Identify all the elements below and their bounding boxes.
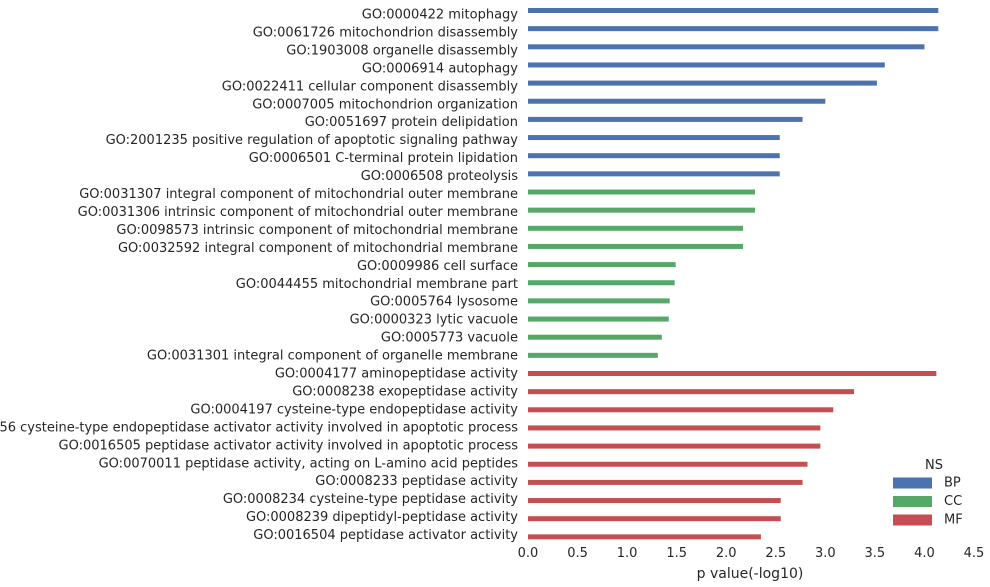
category-label: GO:0008656 cysteine-type endopeptidase a… [0, 420, 518, 435]
bar-mf [528, 534, 761, 540]
category-label: GO:0032592 integral component of mitocho… [118, 241, 518, 256]
bar-bp [528, 62, 885, 68]
x-axis-title: p value(-log10) [697, 566, 804, 582]
x-tick-label: 0.0 [518, 546, 539, 561]
category-label: GO:0051697 protein delipidation [305, 115, 518, 130]
x-tick-label: 1.0 [617, 546, 638, 561]
x-tick-label: 3.5 [865, 546, 886, 561]
bar-cc [528, 243, 744, 249]
bar-bp [528, 80, 877, 86]
x-tick-label: 4.0 [914, 546, 935, 561]
category-label: GO:0005773 vacuole [381, 331, 518, 346]
legend-title: NS [925, 458, 943, 473]
x-tick-label: 0.5 [567, 546, 588, 561]
legend-swatch-mf [893, 514, 932, 526]
legend: NS BP CC MF [893, 458, 963, 528]
category-label: GO:0070011 peptidase activity, acting on… [99, 456, 519, 471]
category-label: GO:0004197 cysteine-type endopeptidase a… [190, 402, 518, 417]
bar-mf [528, 498, 781, 504]
bar-cc [528, 262, 676, 268]
category-label: GO:0031301 integral component of organel… [147, 349, 518, 364]
legend-label: MF [944, 513, 963, 528]
bar-mf [528, 407, 834, 413]
bar-bp [528, 135, 780, 141]
bar-bp [528, 44, 925, 50]
bar-mf [528, 443, 821, 449]
x-tick-label: 4.5 [964, 546, 985, 561]
x-axis: 0.0 0.5 1.0 1.5 2.0 2.5 3.0 3.5 4.0 4.5 [518, 546, 985, 561]
bar-cc [528, 352, 658, 358]
bar-mf [528, 425, 821, 431]
bars [528, 8, 939, 540]
bar-cc [528, 298, 670, 304]
bar-mf [528, 371, 937, 376]
category-label: GO:0007005 mitochondrion organization [252, 97, 518, 112]
category-label: GO:0022411 cellular component disassembl… [222, 79, 519, 94]
category-label: GO:0004177 aminopeptidase activity [275, 367, 518, 382]
bar-bp [528, 153, 780, 159]
category-label: GO:0006501 C-terminal protein lipidation [249, 151, 518, 166]
bar-cc [528, 280, 675, 286]
bar-bp [528, 26, 939, 32]
category-label: GO:0009986 cell surface [357, 259, 518, 274]
category-label: GO:0008239 dipeptidyl-peptidase activity [246, 510, 518, 525]
category-label: GO:0044455 mitochondrial membrane part [236, 277, 518, 292]
bar-bp [528, 8, 939, 13]
category-label: GO:0016505 peptidase activator activity … [59, 438, 519, 453]
legend-swatch-cc [893, 496, 932, 507]
category-label: GO:0006914 autophagy [362, 61, 518, 76]
x-tick-label: 2.5 [765, 546, 786, 561]
x-tick-label: 1.5 [666, 546, 687, 561]
category-label: GO:0098573 intrinsic component of mitoch… [116, 223, 518, 238]
category-label: GO:1903008 organelle disassembly [286, 43, 518, 58]
category-label: GO:0008238 exopeptidase activity [292, 384, 518, 399]
bar-cc [528, 207, 755, 213]
bar-mf [528, 461, 808, 467]
category-label: GO:0008234 cysteine-type peptidase activ… [223, 492, 518, 507]
bar-bp [528, 171, 780, 177]
bar-cc [528, 225, 744, 231]
bar-mf [528, 389, 855, 395]
category-label: GO:2001235 positive regulation of apopto… [106, 133, 519, 148]
category-label: GO:0005764 lysosome [370, 295, 518, 310]
bar-mf [528, 516, 781, 522]
category-label: GO:0031307 integral component of mitocho… [79, 187, 518, 202]
bar-cc [528, 334, 662, 340]
bar-cc [528, 189, 755, 195]
legend-label: BP [944, 476, 961, 491]
category-label: GO:0006508 proteolysis [361, 169, 518, 184]
bar-bp [528, 98, 826, 104]
category-label: GO:0016504 peptidase activator activity [253, 528, 518, 543]
category-label: GO:0061726 mitochondrion disassembly [253, 25, 519, 40]
category-label: GO:0031306 intrinsic component of mitoch… [78, 205, 518, 220]
legend-label: CC [944, 494, 962, 509]
category-label: GO:0000422 mitophagy [362, 8, 519, 23]
category-label: GO:0000323 lytic vacuole [350, 313, 518, 328]
x-tick-label: 2.0 [716, 546, 737, 561]
legend-swatch-bp [893, 477, 932, 489]
bar-bp [528, 116, 803, 122]
x-tick-label: 3.0 [815, 546, 836, 561]
bar-mf [528, 479, 803, 485]
bar-cc [528, 316, 669, 322]
category-labels: GO:0000422 mitophagy GO:0061726 mitochond… [0, 8, 518, 544]
category-label: GO:0008233 peptidase activity [315, 474, 518, 489]
